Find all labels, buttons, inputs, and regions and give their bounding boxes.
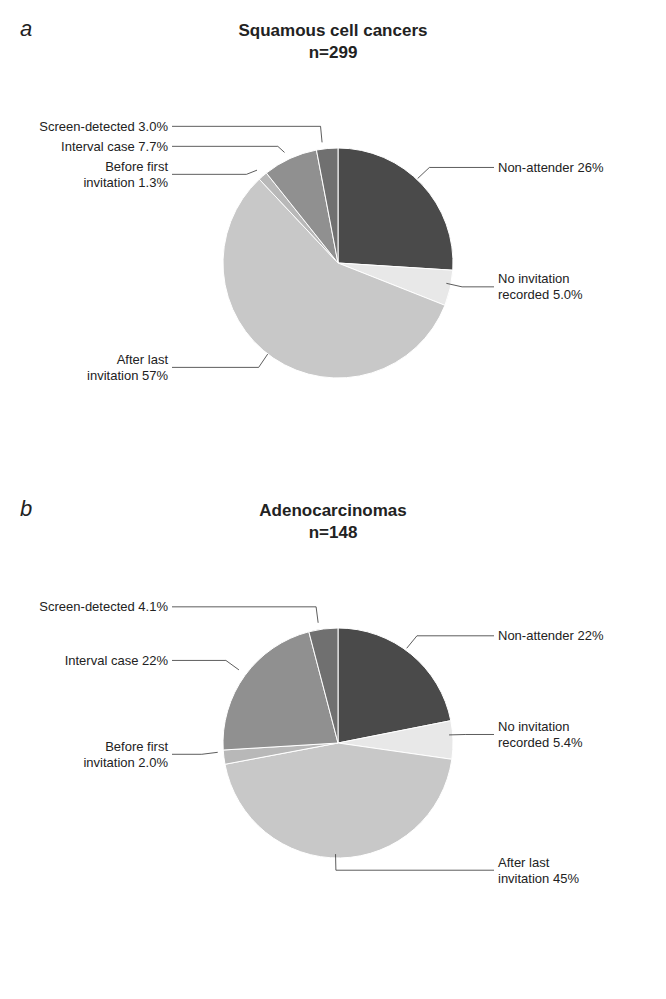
html-text:a: a [20, 16, 33, 41]
html-text:n=148: n=148 [308, 523, 358, 542]
svg-text:Non-attender 22%: Non-attender 22% [498, 628, 604, 643]
html-text:Squamous cell cancers: Squamous cell cancers [238, 21, 428, 40]
svg-text:Before firstinvitation 2.0%: Before firstinvitation 2.0% [83, 739, 168, 770]
svg-text:No invitationrecorded 5.4%: No invitationrecorded 5.4% [498, 719, 583, 750]
svg-text:Non-attender 26%: Non-attender 26% [498, 160, 604, 175]
html-text:Adenocarcinomas: Adenocarcinomas [259, 501, 407, 520]
html-text:n=299: n=299 [308, 43, 358, 62]
svg-text:Interval case 7.7%: Interval case 7.7% [61, 139, 168, 154]
svg-text:No invitationrecorded 5.0%: No invitationrecorded 5.0% [498, 271, 583, 302]
svg-text:Screen-detected 3.0%: Screen-detected 3.0% [39, 119, 168, 134]
svg-text:Before firstinvitation 1.3%: Before firstinvitation 1.3% [83, 159, 168, 190]
svg-text:Interval case 22%: Interval case 22% [65, 653, 169, 668]
svg-text:After lastinvitation 45%: After lastinvitation 45% [498, 855, 579, 886]
svg-text:After lastinvitation 57%: After lastinvitation 57% [87, 352, 168, 383]
svg-text:Screen-detected 4.1%: Screen-detected 4.1% [39, 599, 168, 614]
html-text:b: b [20, 496, 33, 521]
